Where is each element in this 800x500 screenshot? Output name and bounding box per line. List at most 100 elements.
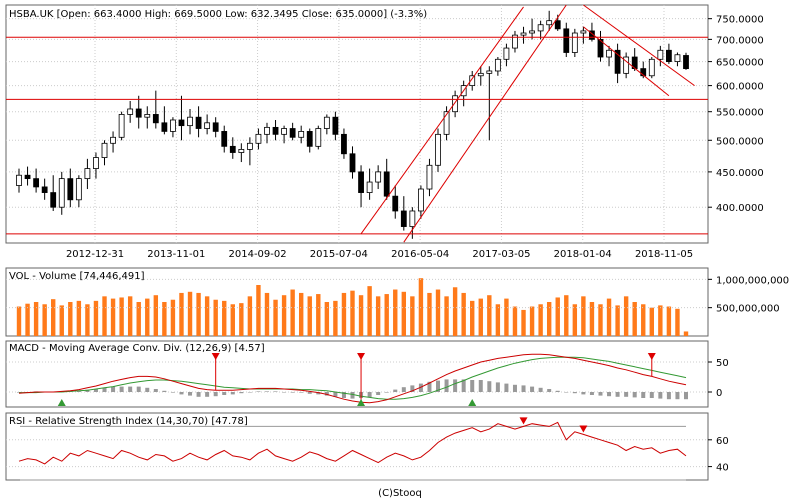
candle-up: [529, 30, 535, 34]
candle-down: [212, 122, 219, 132]
macd-histogram-bar: [324, 392, 329, 396]
volume-bar: [307, 296, 312, 336]
macd-histogram-bar: [624, 392, 629, 397]
volume-bar: [529, 306, 535, 336]
candle-down: [33, 178, 40, 188]
volume-header: VOL - Volume [74,446,491]: [9, 271, 145, 282]
macd-panel: [5, 340, 709, 408]
volume-bar: [615, 305, 620, 336]
macd-histogram-bar: [273, 391, 278, 392]
candle-up: [264, 126, 270, 135]
volume-bar: [93, 300, 99, 336]
candle-up: [435, 133, 441, 166]
volume-bar: [196, 292, 201, 336]
volume-bar: [298, 292, 304, 336]
volume-bar: [367, 286, 372, 336]
x-tick-label: 2016-05-04: [391, 249, 449, 260]
macd-histogram-bar: [649, 392, 654, 398]
candle-down: [597, 38, 604, 58]
volume-bar: [572, 304, 578, 336]
volume-bar: [410, 296, 415, 336]
macd-histogram-bar: [444, 379, 449, 392]
sell-signal-marker: [211, 353, 220, 360]
volume-bar: [401, 291, 407, 336]
x-tick-label: 2014-09-02: [229, 249, 287, 260]
macd-histogram-bar: [478, 380, 483, 392]
price-y-tick-label: 650.0000: [716, 58, 764, 69]
x-tick-label: 2012-12-31: [66, 249, 124, 260]
macd-histogram-bar: [666, 392, 671, 400]
macd-histogram-bar: [85, 389, 90, 392]
macd-histogram-bar: [282, 392, 287, 393]
volume-bar: [606, 298, 612, 336]
volume-bar: [68, 302, 73, 336]
volume-bar: [239, 303, 244, 336]
volume-bar: [641, 304, 646, 336]
volume-bar: [290, 289, 295, 336]
price-header: HSBA.UK [Open: 663.4000 High: 669.5000 L…: [9, 9, 427, 20]
macd-histogram-bar: [213, 392, 218, 397]
candle-down: [272, 126, 279, 135]
volume-bar: [16, 306, 22, 336]
volume-bar: [179, 292, 184, 336]
candle-down: [41, 186, 48, 193]
price-candles: [16, 10, 689, 239]
volume-bar: [51, 299, 56, 336]
candle-up: [375, 171, 382, 183]
candle-up: [238, 149, 245, 153]
volume-bar: [470, 300, 475, 336]
macd-histogram-bar: [418, 383, 423, 392]
macd-histogram-bar: [436, 380, 441, 392]
candle-up: [580, 30, 587, 34]
macd-histogram-bar: [589, 392, 594, 395]
footer-credit: (C)Stooq: [378, 488, 422, 499]
buy-signal-marker: [468, 399, 477, 406]
rsi-y-tick-label: 40: [716, 463, 729, 474]
volume-bar: [273, 299, 278, 336]
volume-bar: [504, 298, 509, 336]
volume-bar: [487, 295, 492, 336]
trend-channel-line: [403, 4, 567, 243]
macd-histogram-bar: [658, 392, 663, 399]
candle-up: [75, 178, 82, 201]
axis-ticks: 750.0000 700.0000 650.0000 600.0000 550.0000…: [66, 15, 789, 474]
macd-histogram-bar: [264, 391, 269, 392]
volume-bar: [623, 296, 629, 336]
volume-bar: [162, 302, 167, 336]
macd-histogram-bar: [607, 392, 612, 397]
volume-bar: [478, 298, 483, 336]
macd-histogram-bar: [401, 387, 406, 392]
macd-histogram-bar: [316, 392, 321, 395]
trend-channel-line: [360, 6, 524, 235]
volume-bar: [427, 292, 432, 336]
volume-bar: [375, 296, 381, 336]
trend-lines: [6, 4, 708, 243]
volume-bar: [76, 300, 82, 336]
buy-signal-marker: [57, 399, 66, 406]
candle-up: [246, 142, 253, 150]
candle-up: [58, 178, 65, 208]
candle-down: [306, 131, 313, 147]
x-tick-label: 2017-03-05: [472, 249, 530, 260]
volume-bar: [316, 294, 321, 336]
volume-bar: [324, 302, 330, 336]
volume-bar: [521, 309, 526, 336]
macd-histogram-bar: [170, 392, 175, 393]
candle-up: [144, 114, 151, 118]
price-y-tick-label: 500.0000: [716, 136, 764, 147]
macd-histogram-bar: [247, 392, 252, 393]
x-tick-label: 2018-01-04: [554, 249, 612, 260]
candle-up: [648, 58, 655, 77]
candle-up: [298, 131, 305, 138]
price-y-tick-label: 450.0000: [716, 168, 764, 179]
volume-bar: [564, 295, 569, 336]
price-y-tick-label: 550.0000: [716, 108, 764, 119]
volume-bar: [42, 304, 47, 336]
candle-up: [571, 32, 578, 53]
trend-channel-line: [583, 4, 695, 87]
rsi-header: RSI - Relative Strength Index (14,30,70)…: [9, 416, 248, 427]
macd-histogram-bar: [521, 385, 526, 392]
macd-histogram-bar: [162, 390, 167, 392]
volume-bar: [33, 302, 39, 336]
volume-y-tick-label: 1,000,000,000: [716, 275, 789, 286]
